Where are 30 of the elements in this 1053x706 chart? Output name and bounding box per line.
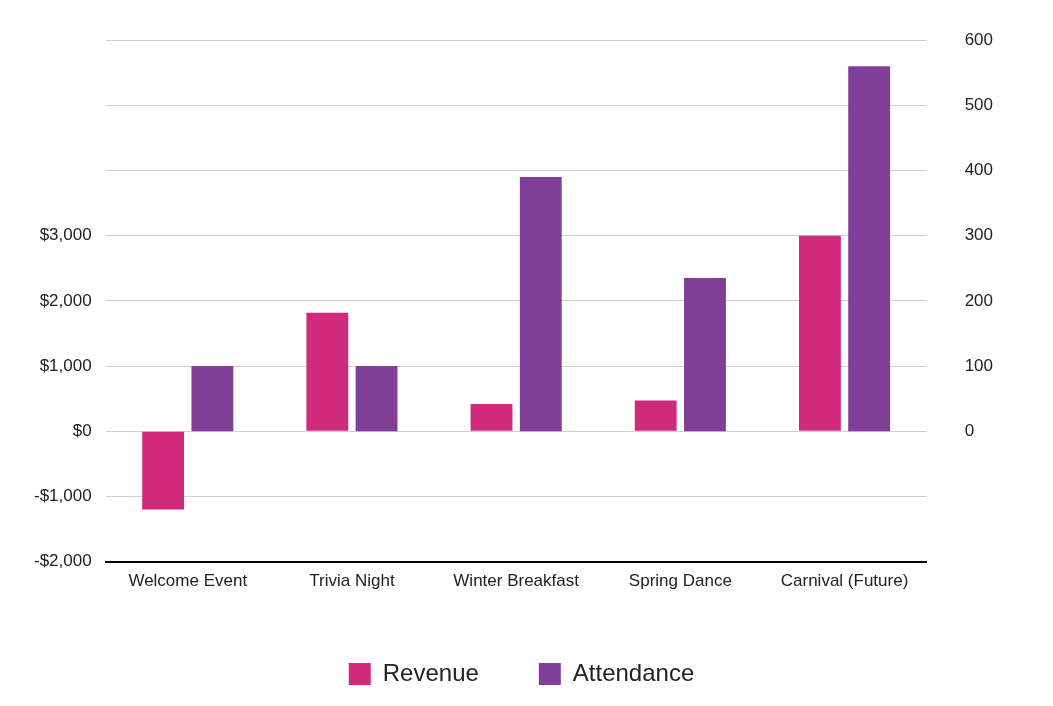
- y2-tick-label: 0: [964, 420, 975, 440]
- y2-tick-label: 400: [964, 160, 994, 180]
- bar: [355, 366, 398, 432]
- x-tick-label: Trivia Night: [309, 571, 395, 591]
- bar: [848, 66, 891, 432]
- y-tick-label: $2,000: [39, 290, 92, 310]
- x-tick-label: Winter Breakfast: [453, 571, 580, 591]
- y-tick-label: -$2,000: [33, 551, 92, 571]
- y2-tick-label: 600: [964, 29, 994, 49]
- bar: [634, 400, 677, 431]
- y2-tick-label: 300: [964, 225, 994, 245]
- x-tick-label: Spring Dance: [628, 571, 732, 591]
- legend-label: Attendance: [572, 658, 695, 686]
- bar: [684, 278, 726, 432]
- bar: [470, 403, 513, 431]
- y2-tick-label: 100: [964, 355, 994, 375]
- y-tick-label: $3,000: [39, 225, 92, 245]
- bar: [191, 366, 234, 432]
- x-tick-label: Welcome Event: [128, 571, 248, 591]
- x-tick-label: Carnival (Future): [780, 571, 909, 591]
- y-tick-label: $1,000: [39, 355, 92, 375]
- bar: [798, 235, 841, 431]
- y-tick-label: -$1,000: [33, 486, 92, 506]
- bar: [306, 312, 349, 431]
- y2-tick-label: 500: [964, 95, 994, 115]
- bar: [142, 431, 185, 510]
- bar: [519, 177, 562, 432]
- legend-label: Revenue: [382, 658, 479, 686]
- y2-tick-label: 200: [964, 290, 994, 310]
- y-tick-label: $0: [72, 420, 92, 440]
